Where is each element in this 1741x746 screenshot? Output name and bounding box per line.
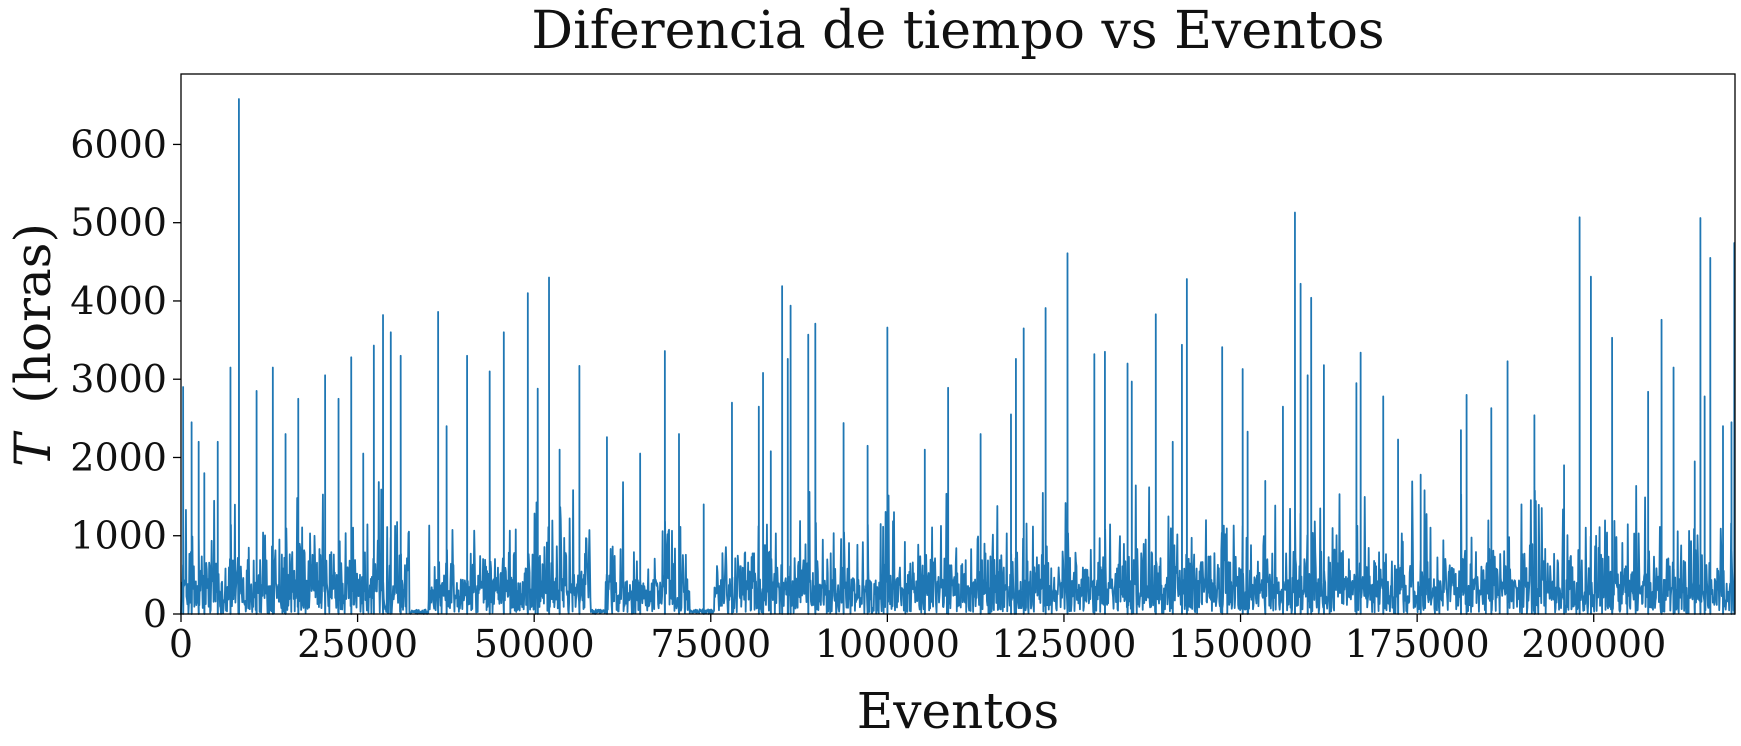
x-tick-label: 150000 — [1168, 622, 1313, 666]
y-tick-label: 6000 — [70, 122, 167, 166]
y-axis-label-unit: (horas) — [4, 223, 62, 404]
y-axis-label-variable: T — [4, 430, 62, 467]
x-tick-label: 25000 — [297, 622, 418, 666]
x-tick-label: 100000 — [815, 622, 960, 666]
y-tick-label: 4000 — [70, 279, 167, 323]
y-axis-label: T (horas) — [4, 223, 62, 467]
y-tick-label: 1000 — [70, 514, 167, 558]
chart-title: Diferencia de tiempo vs Eventos — [531, 1, 1384, 61]
x-tick-label: 200000 — [1521, 622, 1666, 666]
x-tick-label: 50000 — [474, 622, 595, 666]
x-tick-label: 75000 — [650, 622, 771, 666]
y-tick-label: 0 — [143, 592, 167, 636]
series-line — [180, 98, 1736, 615]
svg-text:T (horas): T (horas) — [4, 223, 62, 467]
x-axis-label: Eventos — [857, 682, 1059, 740]
y-tick-label: 3000 — [70, 357, 167, 401]
plot-series-group — [180, 98, 1736, 615]
y-axis-ticks: 0 1000 2000 3000 4000 5000 6000 — [70, 122, 181, 636]
y-tick-label: 5000 — [70, 201, 167, 245]
y-tick-label: 2000 — [70, 435, 167, 479]
x-tick-label: 175000 — [1345, 622, 1490, 666]
plot-frame — [180, 73, 1736, 615]
x-tick-label: 125000 — [991, 622, 1136, 666]
x-axis-ticks: 0 25000 50000 75000 100000 125000 150000 175000… — [169, 614, 1666, 666]
x-tick-label: 0 — [169, 622, 193, 666]
